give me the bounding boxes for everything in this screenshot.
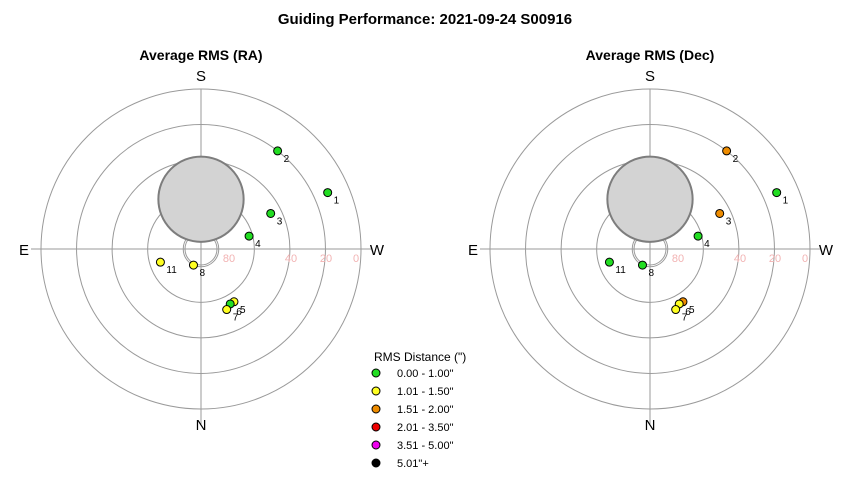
legend-swatch — [371, 440, 381, 450]
legend-title: RMS Distance (") — [374, 350, 466, 364]
data-point-label: 2 — [733, 154, 739, 165]
data-point-label: 7 — [682, 313, 688, 324]
legend-swatch — [371, 386, 381, 396]
data-point-11 — [155, 257, 165, 267]
data-point-2 — [722, 146, 732, 156]
data-point-3 — [715, 208, 725, 218]
data-point-label: 6 — [685, 307, 691, 318]
data-point-label: 8 — [648, 268, 654, 279]
data-point-1 — [323, 188, 333, 198]
dec-polar-chart: Average RMS (Dec) 80 40 20 0 S N E W 1 2 3 4 567 8 11 — [468, 47, 834, 434]
data-point-2 — [273, 146, 283, 156]
data-point-label: 5 — [240, 305, 246, 316]
legend-label: 1.51 - 2.00" — [397, 404, 454, 416]
legend-label: 3.51 - 5.00" — [397, 440, 454, 452]
altitude-tick-label: 40 — [285, 253, 297, 265]
altitude-tick-label: 0 — [353, 253, 359, 265]
data-point-label: 3 — [277, 216, 283, 227]
chart-title: Average RMS (RA) — [139, 47, 262, 63]
altitude-tick-label: 80 — [223, 253, 235, 265]
data-point-label: 1 — [334, 196, 340, 207]
data-point-4 — [693, 231, 703, 241]
altitude-tick-label: 40 — [734, 253, 746, 265]
data-point-label: 2 — [284, 154, 290, 165]
data-point-3 — [266, 208, 276, 218]
data-point-4 — [244, 231, 254, 241]
chart-title: Average RMS (Dec) — [586, 47, 715, 63]
data-point-label: 5 — [689, 305, 695, 316]
compass-east: E — [19, 242, 29, 259]
figure-title: Guiding Performance: 2021-09-24 S00916 — [278, 11, 572, 28]
ra-polar-chart: Average RMS (RA) 80 40 20 0 S N E W 1 2 3 4 567 8 11 — [19, 47, 385, 434]
data-point-label: 6 — [236, 307, 242, 318]
compass-west: W — [819, 242, 834, 259]
data-point-8 — [637, 260, 647, 270]
data-point-label: 11 — [166, 265, 177, 276]
altitude-tick-label: 20 — [320, 253, 332, 265]
data-point-8 — [188, 260, 198, 270]
compass-north: N — [196, 417, 207, 434]
compass-west: W — [370, 242, 385, 259]
legend-label: 1.01 - 1.50" — [397, 386, 454, 398]
moon-disc — [606, 155, 694, 243]
data-point-7 — [671, 305, 681, 315]
legend-swatch — [371, 368, 381, 378]
data-point-7 — [222, 305, 232, 315]
compass-north: N — [645, 417, 656, 434]
legend-label: 0.00 - 1.00" — [397, 368, 454, 380]
moon-disc — [157, 155, 245, 243]
rms-legend: RMS Distance (") 0.00 - 1.00" 1.01 - 1.50… — [371, 350, 466, 470]
data-point-label: 4 — [704, 239, 710, 250]
altitude-tick-label: 0 — [802, 253, 808, 265]
altitude-tick-label: 80 — [672, 253, 684, 265]
legend-swatch — [371, 458, 381, 468]
legend-label: 2.01 - 3.50" — [397, 422, 454, 434]
data-point-label: 8 — [199, 268, 205, 279]
legend-label: 5.01"+ — [397, 458, 429, 470]
compass-east: E — [468, 242, 478, 259]
data-point-1 — [772, 188, 782, 198]
data-point-label: 1 — [783, 196, 789, 207]
legend-swatch — [371, 404, 381, 414]
compass-south: S — [645, 68, 655, 85]
data-point-11 — [604, 257, 614, 267]
legend-swatch — [371, 422, 381, 432]
data-point-label: 3 — [726, 216, 732, 227]
data-point-label: 7 — [233, 313, 239, 324]
data-point-label: 11 — [615, 265, 626, 276]
altitude-tick-label: 20 — [769, 253, 781, 265]
compass-south: S — [196, 68, 206, 85]
data-point-label: 4 — [255, 239, 261, 250]
